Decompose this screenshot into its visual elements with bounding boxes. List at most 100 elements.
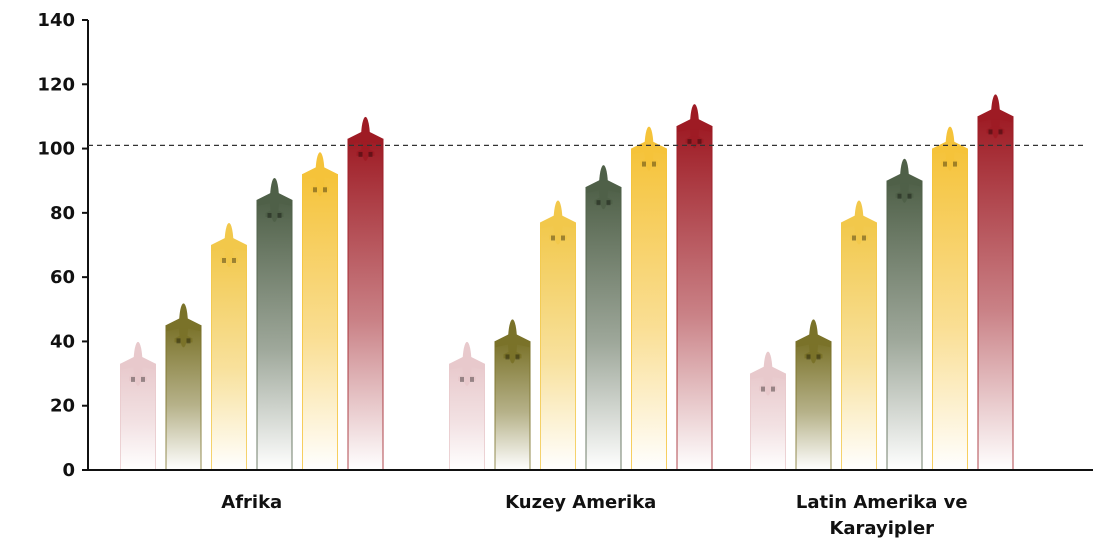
bar <box>932 126 968 471</box>
airplane-engine <box>222 258 226 263</box>
airplane-engine <box>806 354 811 360</box>
airplane-engine <box>998 129 1003 135</box>
airplane-engine <box>551 235 555 241</box>
airplane-tail <box>503 351 522 359</box>
airplane-tail <box>804 351 823 359</box>
bar-body <box>165 325 202 470</box>
airplane-wings <box>841 215 877 229</box>
airplane-engine <box>470 376 474 382</box>
airplane-engine <box>852 235 856 241</box>
airplane-wings <box>676 119 713 133</box>
airplane-engine <box>862 235 866 241</box>
y-tick-label: 0 <box>62 460 75 481</box>
airplane-wings <box>795 334 832 348</box>
airplane-icon <box>795 319 832 364</box>
x-axis: Afrika Kuzey Amerika Latin Amerika ve Karay… <box>88 469 1093 539</box>
airplane-wings <box>585 180 622 194</box>
airplane-wings <box>750 366 786 380</box>
y-tick-label: 100 <box>37 139 75 160</box>
bar-body <box>211 245 247 470</box>
airplane-engine <box>267 213 272 218</box>
airplane-engine <box>687 139 692 145</box>
x-category-label-line: Karayipler <box>829 518 934 539</box>
x-category-label-line: Afrika <box>221 492 282 513</box>
airplane-icon <box>494 319 531 364</box>
bar-body <box>302 174 338 471</box>
airplane-engine <box>141 376 145 382</box>
airplane-engine <box>953 161 957 167</box>
airplane-engine <box>697 139 702 145</box>
airplane-engine <box>897 193 902 199</box>
airplane-tail <box>220 255 238 262</box>
bar-body <box>977 116 1014 470</box>
x-category-label: Afrika <box>221 492 282 513</box>
bar-body <box>676 126 713 471</box>
airplane-engine <box>907 193 912 199</box>
x-category-label-line: Latin Amerika ve <box>796 492 968 513</box>
airplane-engine <box>606 200 611 206</box>
airplane-engine <box>505 354 510 360</box>
airplane-engine <box>988 129 993 135</box>
airplane-tail <box>594 197 613 205</box>
airplane-engine <box>131 376 135 382</box>
airplane-wings <box>165 318 202 332</box>
bar <box>165 303 202 470</box>
airplane-icon <box>302 152 338 197</box>
airplane-tail <box>549 232 567 240</box>
airplane-engine <box>368 151 373 157</box>
bar-body <box>631 148 667 471</box>
airplane-engine <box>323 187 327 193</box>
airplane-tail <box>129 373 147 381</box>
bar <box>347 116 384 470</box>
airplane-icon <box>120 341 156 386</box>
bar <box>676 104 713 471</box>
airplane-icon <box>841 200 877 245</box>
airplane-tail <box>850 232 868 240</box>
bar-body <box>347 138 384 470</box>
airplane-wings <box>302 167 338 181</box>
bar-body <box>585 187 622 470</box>
airplane-icon <box>449 341 485 386</box>
airplane-tail <box>685 136 704 144</box>
airplane-wings <box>977 109 1014 123</box>
airplane-icon <box>977 94 1014 139</box>
bar <box>585 165 622 470</box>
airplane-tail <box>895 190 914 198</box>
airplane-wings <box>120 356 156 370</box>
bar-body <box>256 200 293 470</box>
y-tick-label: 80 <box>50 203 75 224</box>
airplane-engine <box>652 161 656 167</box>
airplane-wings <box>211 238 247 251</box>
airplane-tail <box>759 383 777 391</box>
bar <box>886 158 923 470</box>
airplane-engine <box>186 338 191 344</box>
airplane-icon <box>347 116 384 161</box>
bar <box>256 178 293 470</box>
y-tick-label: 120 <box>37 74 75 95</box>
airplane-wings <box>540 215 576 229</box>
y-tick-label: 40 <box>50 331 75 352</box>
airplane-engine <box>816 354 821 360</box>
airplane-engine <box>358 151 363 157</box>
airplane-icon <box>750 351 786 396</box>
bar-body <box>886 180 923 470</box>
airplane-wings <box>932 141 968 155</box>
airplane-engine <box>561 235 565 241</box>
y-tick-label: 60 <box>50 267 75 288</box>
airplane-engine <box>771 386 775 392</box>
airplane-engine <box>460 376 464 382</box>
bar <box>449 341 485 470</box>
bar <box>540 200 576 470</box>
airplane-engine <box>313 187 317 193</box>
bar <box>977 94 1014 470</box>
airplane-wings <box>494 334 531 348</box>
airplane-tail <box>356 148 375 156</box>
bar-body <box>540 222 576 470</box>
airplane-tail <box>941 158 959 166</box>
bars <box>120 94 1014 471</box>
airplane-icon <box>585 165 622 210</box>
bar <box>211 223 247 470</box>
airplane-tail <box>986 126 1005 134</box>
airplane-engine <box>761 386 765 392</box>
